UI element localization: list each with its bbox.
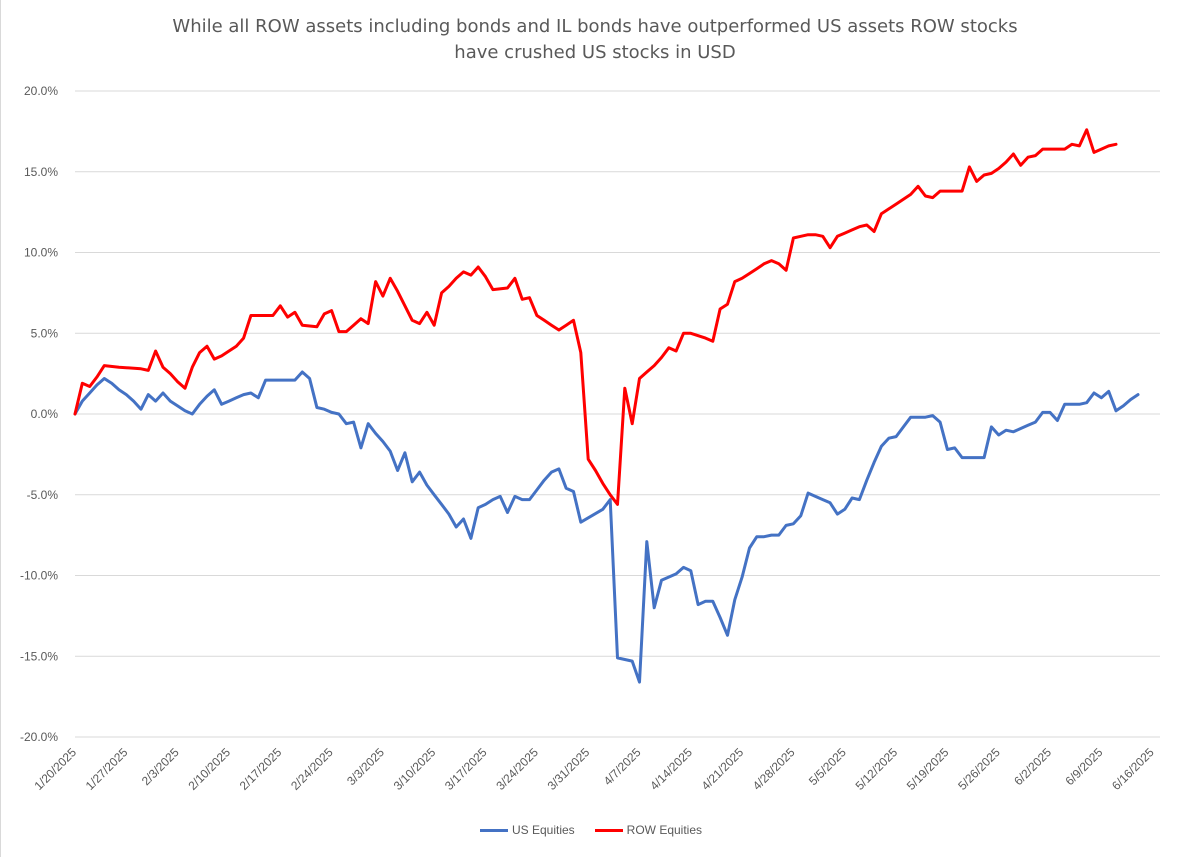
y-tick-label: 5.0% [31, 326, 59, 340]
x-tick-label: 2/24/2025 [288, 745, 336, 793]
y-tick-label: 20.0% [24, 84, 58, 98]
series-line-us-equities [73, 370, 1140, 684]
x-tick-label: 2/17/2025 [237, 745, 285, 793]
legend-swatch-row-equities [594, 828, 623, 832]
y-tick-label: -20.0% [20, 730, 58, 744]
x-tick-label: 6/9/2025 [1063, 745, 1106, 788]
x-tick-label: 3/31/2025 [545, 745, 593, 793]
x-tick-label: 3/10/2025 [391, 745, 439, 793]
x-tick-label: 5/12/2025 [853, 745, 901, 793]
legend-label-us-equities: US Equities [511, 823, 575, 837]
x-tick-label: 1/20/2025 [31, 745, 79, 793]
legend-item-row-equities: ROW Equities [594, 823, 703, 837]
x-tick-label: 5/19/2025 [904, 745, 952, 793]
chart-title: While all ROW assets including bonds and… [172, 16, 1018, 37]
x-tick-label: 4/28/2025 [750, 745, 798, 793]
y-tick-label: 0.0% [31, 407, 59, 421]
legend-label-row-equities: ROW Equities [626, 823, 703, 837]
y-tick-label: 15.0% [24, 165, 58, 179]
chart-subtitle: have crushed US stocks in USD [454, 42, 736, 63]
x-tick-label: 2/3/2025 [139, 745, 182, 788]
x-tick-label: 6/2/2025 [1011, 745, 1054, 788]
y-axis-ticks: 20.0% 15.0% 10.0% 5.0% 0.0% -5.0% -10.0% -15.0%… [20, 84, 58, 744]
series-lines [73, 128, 1140, 684]
chart-title-block: While all ROW assets including bonds and… [0, 14, 1182, 66]
x-tick-label: 1/27/2025 [83, 745, 131, 793]
x-tick-label: 4/21/2025 [699, 745, 747, 793]
x-tick-label: 5/5/2025 [806, 745, 849, 788]
x-tick-label: 6/16/2025 [1109, 745, 1157, 793]
y-tick-label: -10.0% [20, 569, 58, 583]
y-tick-label: -15.0% [20, 649, 58, 663]
y-tick-label: -5.0% [27, 488, 59, 502]
x-axis-ticks: 1/20/2025 1/27/2025 2/3/2025 2/10/2025 2/17/… [31, 745, 1157, 793]
x-tick-label: 3/3/2025 [344, 745, 387, 788]
x-tick-label: 3/24/2025 [493, 745, 541, 793]
x-tick-label: 3/17/2025 [442, 745, 490, 793]
y-tick-label: 10.0% [24, 246, 58, 260]
x-tick-label: 2/10/2025 [185, 745, 233, 793]
legend-item-us-equities: US Equities [479, 823, 575, 837]
x-tick-label: 4/14/2025 [647, 745, 695, 793]
legend: US Equities ROW Equities [0, 823, 1182, 837]
x-tick-label: 5/26/2025 [955, 745, 1003, 793]
x-tick-label: 4/7/2025 [601, 745, 644, 788]
legend-swatch-us-equities [479, 828, 508, 832]
series-line-row-equities [73, 128, 1118, 506]
